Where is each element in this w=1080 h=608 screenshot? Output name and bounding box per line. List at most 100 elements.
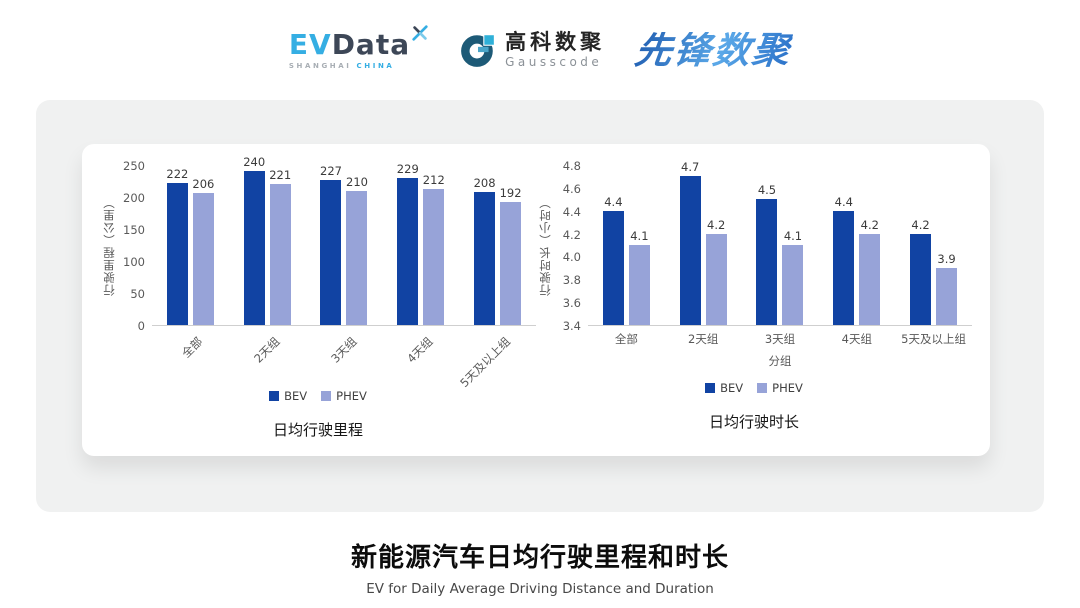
- legend-label: PHEV: [336, 389, 367, 403]
- y-tick-label: 4.8: [562, 159, 581, 173]
- bar-group: 4.4 4.1: [588, 166, 665, 325]
- bar-value-label: 208: [473, 175, 496, 190]
- bar-value-label: 206: [192, 177, 215, 192]
- bar: [756, 199, 778, 325]
- bar-value-label: 192: [499, 186, 522, 201]
- bar-value-label: 4.2: [707, 217, 726, 232]
- gausscode-logo: 高科数聚 Gausscode: [459, 29, 606, 70]
- bar-bev: 208: [473, 166, 496, 325]
- x-axis-title: 分组: [768, 354, 792, 368]
- x-category-label: 2天组: [688, 332, 719, 346]
- x-category: 4天组: [818, 331, 895, 351]
- gausscode-name-cn: 高科数聚: [505, 29, 606, 54]
- bar: [859, 233, 881, 325]
- y-axis-title: 行驶时长（小时）: [538, 196, 552, 296]
- evdata-tagline-shanghai: SHANGHAI: [288, 61, 352, 70]
- bar-phev: 4.2: [859, 166, 881, 325]
- legend-swatch: [269, 391, 280, 401]
- x-category: 3天组: [306, 331, 383, 377]
- y-tick-label: 3.4: [562, 319, 581, 333]
- x-category: 全部: [588, 331, 665, 351]
- bar-group: 4.5 4.1: [742, 166, 819, 325]
- legend: BEV PHEV: [100, 389, 536, 403]
- evdata-tagline-china: CHINA: [356, 61, 395, 70]
- charts-panel: 行驶里程（公里） 0 50 100 150 200 250 222 206 240 221 227…: [36, 100, 1044, 512]
- chart-title: 日均行驶时长: [708, 413, 799, 431]
- bar: [936, 267, 958, 325]
- y-tick-label: 50: [130, 287, 145, 301]
- bar: [243, 171, 265, 325]
- y-tick-label: 4.6: [562, 181, 581, 196]
- bar: [192, 193, 214, 325]
- legend-swatch: [757, 383, 768, 393]
- y-tick-label: 150: [123, 223, 145, 237]
- bar-value-label: 229: [396, 162, 419, 177]
- bar: [500, 202, 522, 325]
- y-tick-label: 4.0: [562, 250, 581, 265]
- x-category-row: 全部 2天组 3天组 4天组 5天及以上组: [588, 331, 972, 351]
- gausscode-name-en: Gausscode: [505, 55, 603, 70]
- gausscode-text: 高科数聚 Gausscode: [505, 29, 606, 70]
- bar-bev: 4.7: [679, 160, 701, 325]
- x-category: 5天及以上组: [895, 331, 972, 351]
- bar-group: 4.7 4.2: [665, 160, 742, 325]
- y-axis-title: 行驶里程（公里）: [102, 196, 116, 296]
- bar-phev: 221: [269, 166, 291, 325]
- x-category: 5天及以上组: [457, 331, 536, 390]
- x-category-label: 4天组: [841, 332, 872, 346]
- y-tick-label: 3.6: [562, 296, 581, 311]
- evdata-tagline: SHANGHAI CHINA: [289, 62, 429, 70]
- x-category-label: 2天组: [251, 334, 283, 366]
- bar-value-label: 4.5: [757, 183, 777, 198]
- plot-column: 4.4 4.1 4.7 4.2 4.5 4.1 4.4 4.2 4.2 3.9 全部 2天组 3天组 4…: [588, 160, 972, 369]
- y-tick-label: 100: [123, 255, 145, 269]
- plot-column: 222 206 240 221 227 210 229 212 208 192 全部 2天组 3天组 4…: [152, 155, 536, 390]
- bar-value-label: 4.2: [860, 217, 879, 232]
- logo-bar: EV Data SHANGHAI CHINA 高科数聚 Gausscode 先锋数…: [0, 0, 1080, 100]
- bar-bev: 227: [320, 164, 342, 325]
- caption: 新能源汽车日均行驶里程和时长 EV for Daily Average Driv…: [0, 537, 1080, 597]
- bar-value-label: 4.1: [630, 229, 649, 243]
- bar-phev: 206: [192, 166, 215, 325]
- legend-label: PHEV: [772, 381, 803, 395]
- x-category: 2天组: [229, 331, 306, 377]
- bar-value-label: 240: [243, 155, 266, 170]
- bar-group: 229 212: [382, 162, 459, 325]
- y-tick-label: 0: [137, 319, 145, 333]
- bar: [782, 245, 804, 325]
- y-tick-label: 250: [123, 159, 145, 173]
- bar-group: 4.2 3.9: [895, 166, 972, 325]
- legend-item-bev: BEV: [705, 381, 743, 395]
- chart-body: 行驶里程（公里） 0 50 100 150 200 250 222 206 240 221 227…: [100, 155, 536, 390]
- evdata-logo: EV Data SHANGHAI CHINA: [289, 24, 429, 70]
- pinwheel-icon: [412, 24, 428, 41]
- chart-daily-distance: 行驶里程（公里） 0 50 100 150 200 250 222 206 240 221 227…: [100, 155, 536, 456]
- bar-group: 240 221: [229, 155, 306, 325]
- bar-value-label: 210: [346, 174, 368, 189]
- bar: [474, 191, 496, 325]
- bar-value-label: 4.4: [604, 194, 623, 209]
- y-tick-label: 200: [123, 191, 145, 205]
- legend-label: BEV: [720, 381, 744, 395]
- bar-phev: 4.1: [628, 166, 650, 325]
- bar: [166, 182, 188, 325]
- bar-phev: 3.9: [936, 166, 958, 325]
- bar-bev: 240: [243, 155, 265, 325]
- bar-value-label: 3.9: [937, 251, 956, 266]
- evdata-data-text: Data: [331, 27, 411, 61]
- bar-bev: 4.2: [910, 166, 932, 325]
- x-category: 4天组: [382, 331, 459, 377]
- pioneer-logo: 先锋数聚: [632, 28, 794, 72]
- x-category-label: 全部: [179, 334, 206, 361]
- bar-value-label: 4.4: [834, 194, 853, 209]
- bar-bev: 229: [397, 162, 419, 325]
- legend-item-phev: PHEV: [757, 381, 803, 395]
- bar-phev: 212: [423, 166, 445, 325]
- bar-phev: 192: [499, 166, 522, 325]
- x-category: 3天组: [742, 331, 819, 351]
- plot-area: 4.4 4.1 4.7 4.2 4.5 4.1 4.4 4.2 4.2 3.9: [588, 160, 972, 326]
- bar-value-label: 222: [166, 166, 189, 181]
- y-tick-label: 4.2: [562, 227, 581, 242]
- bar: [705, 233, 727, 325]
- bar: [679, 176, 701, 325]
